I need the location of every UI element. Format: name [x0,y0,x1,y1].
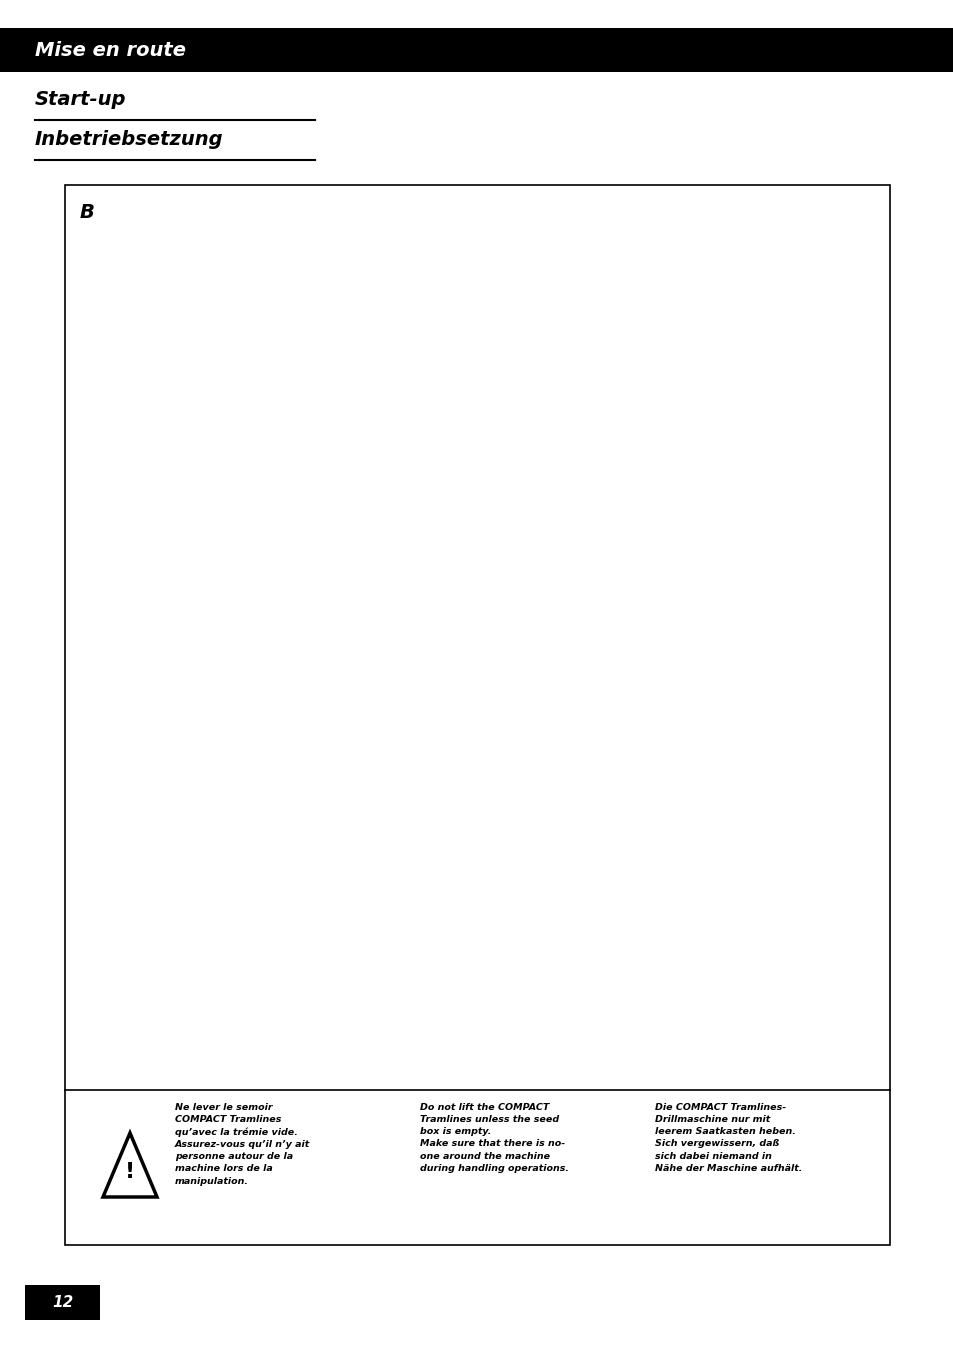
Circle shape [631,338,684,413]
Text: Ne lever le semoir
COMPACT Tramlines
qu’avec la trémie vide.
Assurez-vous qu’il : Ne lever le semoir COMPACT Tramlines qu’… [174,1102,310,1186]
Text: Inbetriebsetzung: Inbetriebsetzung [35,130,223,149]
FancyBboxPatch shape [183,720,214,761]
Text: Mise en route: Mise en route [35,41,186,59]
Text: 12: 12 [51,1296,73,1310]
Polygon shape [194,570,700,850]
Circle shape [151,282,189,336]
Text: Die COMPACT Tramlines-
Drillmaschine nur mit
leerem Saatkasten heben.
Sich verge: Die COMPACT Tramlines- Drillmaschine nur… [655,1102,801,1173]
Polygon shape [200,359,559,630]
Text: B: B [80,203,94,222]
Text: Start-up: Start-up [35,91,127,109]
Circle shape [646,359,669,392]
Circle shape [424,882,535,1038]
Circle shape [265,908,395,1092]
Text: Do not lift the COMPACT
Tramlines unless the seed
box is empty.
Make sure that t: Do not lift the COMPACT Tramlines unless… [419,1102,568,1173]
Circle shape [558,831,641,950]
Text: !: ! [125,1162,135,1182]
